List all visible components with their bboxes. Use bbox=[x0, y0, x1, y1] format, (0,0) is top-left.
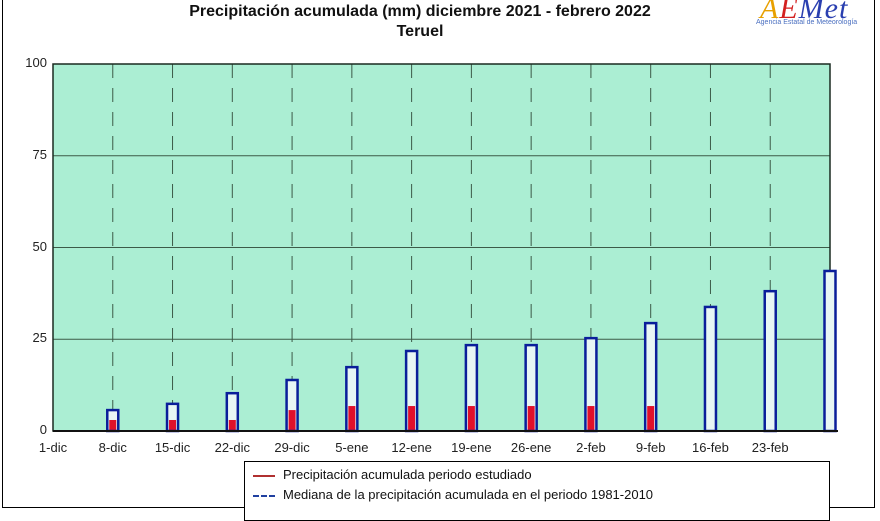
observed-bar bbox=[647, 406, 655, 431]
y-tick-label: 0 bbox=[39, 422, 47, 437]
chart-title: Precipitación acumulada (mm) diciembre 2… bbox=[0, 2, 880, 42]
median-bar-fill bbox=[346, 367, 358, 431]
y-tick-label: 25 bbox=[32, 330, 47, 346]
observed-bar bbox=[587, 406, 595, 431]
x-tick-label: 19-ene bbox=[451, 440, 492, 455]
x-tick-label: 1-dic bbox=[38, 440, 68, 455]
x-tick-label: 5-ene bbox=[335, 440, 369, 455]
observed-line-icon bbox=[253, 474, 275, 477]
observed-bar bbox=[109, 419, 117, 431]
observed-bar bbox=[288, 410, 296, 431]
x-tick-label: 8-dic bbox=[98, 440, 127, 455]
median-bar-fill bbox=[764, 291, 776, 431]
median-bar-fill bbox=[465, 345, 477, 431]
observed-bar bbox=[169, 419, 177, 431]
x-tick-label: 15-dic bbox=[154, 440, 191, 455]
observed-bar bbox=[467, 406, 475, 431]
median-bar-fill bbox=[286, 379, 298, 431]
x-tick-label: 29-dic bbox=[274, 440, 310, 455]
y-tick-label: 75 bbox=[32, 146, 47, 162]
y-tick-label: 50 bbox=[32, 238, 47, 254]
median-bar-fill bbox=[824, 270, 836, 431]
title-line-1: Precipitación acumulada (mm) diciembre 2… bbox=[189, 3, 651, 20]
x-tick-label: 9-feb bbox=[635, 440, 666, 455]
plot-area bbox=[52, 63, 838, 433]
median-bar-fill bbox=[645, 323, 657, 431]
logo-wordmark: AEMet bbox=[760, 0, 849, 25]
x-tick-label: 12-ene bbox=[391, 440, 432, 455]
x-tick-label: 26-ene bbox=[510, 440, 552, 455]
observed-bar bbox=[408, 406, 416, 431]
median-bar-fill bbox=[226, 393, 238, 431]
x-tick-label: 16-feb bbox=[692, 440, 729, 455]
median-bar-fill bbox=[525, 345, 537, 431]
x-tick-label: 23-feb bbox=[751, 440, 789, 455]
median-bar-fill bbox=[585, 338, 597, 431]
median-bar-fill bbox=[704, 306, 716, 431]
legend-item-observed: Precipitación acumulada periodo estudiad… bbox=[253, 467, 532, 482]
aemet-logo: AEMet Agencia Estatal de Meteorología bbox=[752, 0, 872, 36]
x-tick-label: 22-dic bbox=[214, 440, 251, 455]
observed-bar bbox=[348, 406, 356, 431]
y-tick-label: 100 bbox=[25, 55, 47, 70]
median-bar-fill bbox=[167, 403, 179, 431]
observed-bar bbox=[527, 406, 535, 431]
title-line-2: Teruel bbox=[396, 23, 444, 40]
x-tick-label: 2-feb bbox=[576, 440, 606, 455]
logo-subtitle: Agencia Estatal de Meteorología bbox=[756, 19, 858, 26]
median-bar-fill bbox=[406, 350, 418, 431]
observed-bar bbox=[228, 419, 236, 431]
legend: Precipitación acumulada periodo estudiad… bbox=[244, 461, 830, 521]
